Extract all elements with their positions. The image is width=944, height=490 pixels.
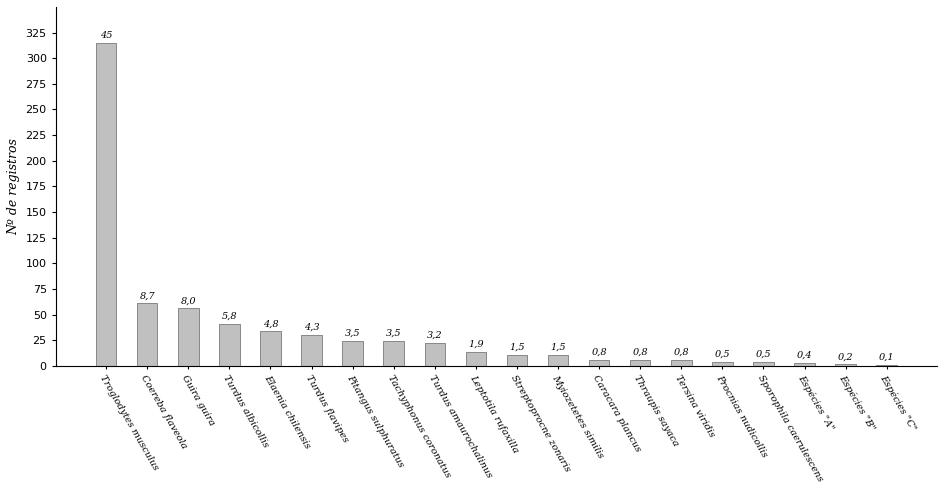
Bar — [548, 355, 568, 366]
Text: 0,4: 0,4 — [797, 351, 813, 360]
Text: 3,5: 3,5 — [386, 329, 401, 338]
Bar — [876, 365, 897, 366]
Text: 5,8: 5,8 — [222, 312, 237, 321]
Text: 4,8: 4,8 — [262, 319, 278, 328]
Text: 4,3: 4,3 — [304, 323, 319, 332]
Text: 0,1: 0,1 — [879, 353, 895, 362]
Text: 3,5: 3,5 — [345, 329, 361, 338]
Bar — [343, 341, 362, 366]
Text: 1,5: 1,5 — [509, 343, 525, 352]
Text: 0,5: 0,5 — [755, 350, 771, 359]
Text: 0,8: 0,8 — [673, 348, 689, 357]
Text: 1,9: 1,9 — [468, 340, 483, 349]
Text: 8,7: 8,7 — [140, 291, 155, 300]
Text: 45: 45 — [100, 31, 112, 40]
Bar — [178, 308, 198, 366]
Text: 0,8: 0,8 — [591, 348, 607, 357]
Text: 0,2: 0,2 — [838, 352, 853, 361]
Bar — [219, 324, 240, 366]
Text: 0,8: 0,8 — [632, 348, 648, 357]
Bar — [96, 43, 116, 366]
Bar — [589, 360, 610, 366]
Bar — [630, 360, 650, 366]
Text: 0,5: 0,5 — [715, 350, 731, 359]
Bar — [507, 355, 528, 366]
Bar — [137, 303, 158, 366]
Bar — [712, 362, 733, 366]
Bar — [753, 362, 774, 366]
Bar — [383, 341, 404, 366]
Bar — [465, 352, 486, 366]
Bar — [671, 360, 692, 366]
Text: 3,2: 3,2 — [427, 331, 443, 340]
Bar — [425, 343, 445, 366]
Bar — [301, 335, 322, 366]
Text: 8,0: 8,0 — [180, 296, 196, 305]
Y-axis label: Nº de registros: Nº de registros — [7, 138, 20, 235]
Bar — [835, 365, 856, 366]
Text: 1,5: 1,5 — [550, 343, 565, 352]
Bar — [794, 363, 815, 366]
Bar — [261, 331, 280, 366]
